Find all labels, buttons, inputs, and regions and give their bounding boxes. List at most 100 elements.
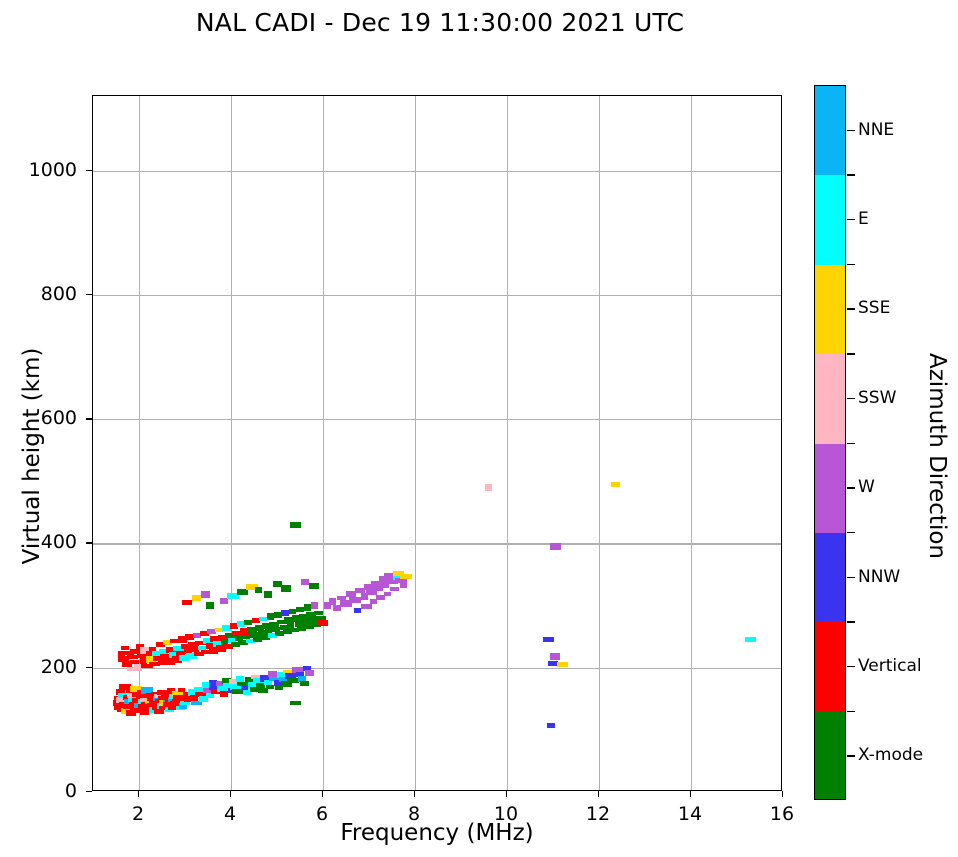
- echo-point: [360, 592, 369, 600]
- echo-point: [306, 617, 319, 623]
- grid-line-horizontal: [93, 667, 781, 669]
- y-tick-label: 400: [40, 531, 77, 554]
- colorbar: [814, 85, 846, 800]
- grid-line-vertical: [231, 96, 233, 790]
- echo-point: [193, 651, 204, 657]
- echo-point: [392, 575, 401, 580]
- echo-point: [236, 681, 249, 686]
- echo-point: [217, 634, 228, 640]
- echo-point: [235, 636, 244, 641]
- echo-point: [141, 702, 152, 707]
- echo-point: [201, 682, 210, 690]
- x-tick-mark: [322, 791, 324, 797]
- echo-point: [183, 691, 192, 699]
- echo-point: [386, 578, 398, 585]
- echo-point: [180, 700, 190, 705]
- echo-point: [195, 691, 208, 698]
- echo-point: [159, 649, 169, 654]
- echo-point: [170, 638, 180, 644]
- echo-point: [298, 675, 307, 682]
- colorbar-label-w: W: [858, 477, 875, 498]
- echo-point: [113, 703, 126, 710]
- echo-point: [157, 659, 167, 666]
- echo-point: [133, 663, 143, 671]
- echo-point: [126, 654, 139, 660]
- echo-point: [222, 677, 231, 684]
- echo-point: [192, 632, 202, 639]
- echo-point: [198, 645, 207, 650]
- echo-point: [244, 677, 255, 684]
- echo-point: [165, 647, 177, 654]
- echo-point: [276, 620, 287, 625]
- echo-point: [272, 581, 282, 588]
- colorbar-label-nne: NNE: [858, 119, 895, 140]
- x-axis-title: Frequency (MHz): [340, 820, 534, 846]
- echo-point: [610, 482, 620, 487]
- echo-point: [172, 690, 184, 698]
- echo-point: [312, 621, 321, 627]
- echo-point: [139, 710, 150, 715]
- echo-point: [399, 581, 408, 589]
- echo-point: [550, 653, 561, 660]
- echo-point: [130, 685, 143, 692]
- echo-point: [306, 612, 316, 618]
- echo-point: [201, 649, 212, 655]
- colorbar-boundary-tick: [847, 710, 855, 713]
- echo-point: [300, 680, 310, 686]
- echo-point: [296, 672, 304, 677]
- echo-point: [126, 688, 134, 693]
- colorbar-tick: [847, 308, 855, 310]
- colorbar-segment-nne: [815, 86, 845, 176]
- echo-point: [215, 681, 224, 687]
- echo-point: [202, 637, 214, 645]
- y-tick-label: 0: [64, 780, 77, 802]
- echo-point: [375, 594, 386, 601]
- echo-point: [258, 688, 269, 694]
- echo-point: [549, 543, 561, 550]
- echo-point: [245, 638, 256, 644]
- echo-point: [280, 680, 292, 688]
- colorbar-boundary-tick: [847, 353, 855, 355]
- y-tick-mark: [86, 542, 92, 544]
- echo-point: [284, 617, 294, 624]
- echo-point: [229, 679, 238, 685]
- y-tick-mark: [86, 791, 92, 793]
- echo-point: [202, 688, 214, 693]
- colorbar-tick: [847, 665, 855, 668]
- echo-point: [148, 661, 161, 666]
- echo-point: [178, 654, 190, 661]
- echo-point: [247, 626, 258, 633]
- echo-point: [159, 654, 172, 659]
- echo-point: [215, 645, 226, 652]
- echo-point: [332, 604, 341, 612]
- echo-point: [323, 602, 332, 609]
- echo-point: [187, 642, 199, 647]
- echo-point: [214, 627, 224, 632]
- echo-point: [177, 687, 185, 693]
- echo-point: [285, 673, 297, 680]
- x-tick-label: 14: [677, 803, 703, 825]
- colorbar-boundary-tick: [847, 442, 855, 444]
- echo-point: [151, 650, 161, 656]
- echo-point: [287, 678, 300, 684]
- echo-point: [126, 666, 135, 672]
- echo-point: [381, 581, 390, 589]
- echo-point: [209, 684, 221, 691]
- x-tick-label: 4: [223, 803, 237, 825]
- grid-lines: [93, 96, 781, 790]
- grid-line-horizontal: [93, 543, 781, 545]
- echo-point: [369, 599, 378, 605]
- echo-point: [313, 610, 324, 616]
- y-tick-mark: [86, 169, 92, 171]
- echo-point: [291, 615, 302, 622]
- echo-point: [354, 588, 366, 593]
- echo-point: [137, 693, 150, 699]
- y-tick-label: 200: [40, 655, 77, 678]
- echo-point: [171, 656, 182, 663]
- echo-point: [281, 610, 290, 616]
- echo-point: [232, 631, 243, 636]
- echo-point: [116, 688, 126, 696]
- echo-point: [298, 613, 309, 620]
- echo-point: [265, 684, 275, 689]
